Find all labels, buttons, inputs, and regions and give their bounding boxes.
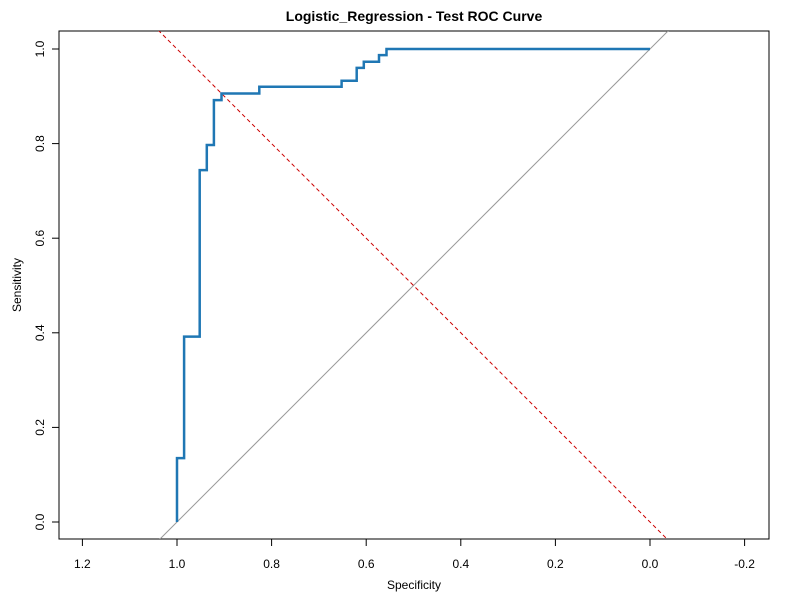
- y-axis: 0.0 0.2 0.4 0.6 0.8 1.0: [33, 40, 59, 530]
- y-tick-label: 0.8: [33, 135, 47, 152]
- x-axis: 1.2 1.0 0.8 0.6 0.4 0.2 0.0 -0.2: [74, 539, 755, 571]
- x-tick-label: 0.0: [642, 557, 659, 571]
- y-tick-label: 0.6: [33, 230, 47, 247]
- y-tick-label: 0.2: [33, 419, 47, 436]
- x-tick-label: -0.2: [734, 557, 755, 571]
- reference-lines: [158, 31, 669, 539]
- diagonal-chance-line: [159, 31, 669, 539]
- series-layer: [175, 47, 650, 522]
- y-tick-label: 1.0: [33, 40, 47, 57]
- roc-curve: [175, 47, 650, 522]
- threshold-guide-line: [158, 31, 668, 539]
- plot-frame: [58, 30, 770, 540]
- chart-title: Logistic_Regression - Test ROC Curve: [286, 8, 543, 24]
- x-tick-label: 0.2: [547, 557, 564, 571]
- x-axis-label: Specificity: [387, 578, 441, 592]
- x-tick-label: 1.0: [169, 557, 186, 571]
- y-tick-label: 0.0: [33, 513, 47, 530]
- x-tick-label: 0.8: [263, 557, 280, 571]
- x-tick-label: 0.4: [452, 557, 469, 571]
- y-axis-label: Sensitivity: [10, 258, 24, 312]
- x-tick-label: 0.6: [358, 557, 375, 571]
- y-tick-label: 0.4: [33, 324, 47, 341]
- x-tick-label: 1.2: [74, 557, 91, 571]
